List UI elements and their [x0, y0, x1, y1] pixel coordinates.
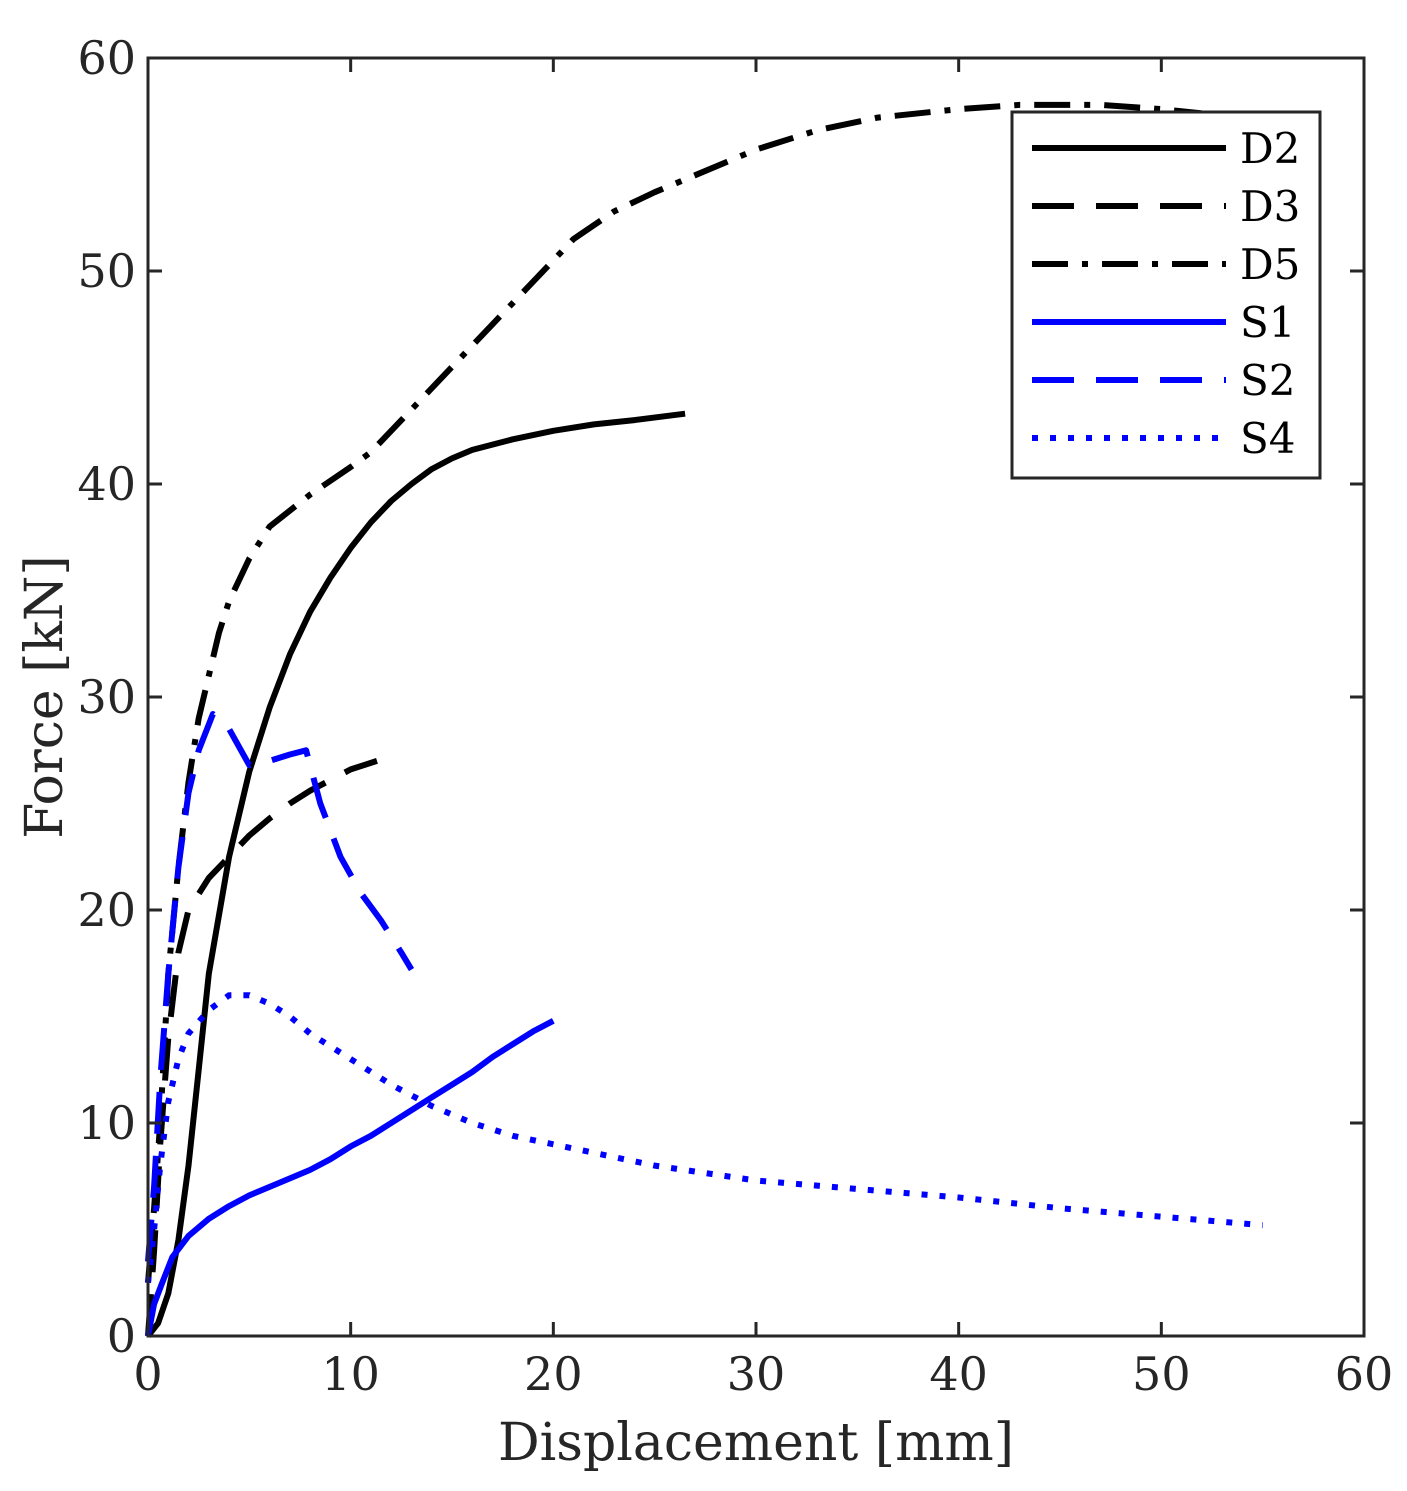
legend: D2 D3 D5 S1 S2 S4: [1010, 110, 1322, 480]
series-line-s4: [145, 992, 1263, 1284]
series-line-s2: [145, 711, 415, 1262]
axis-ticks: [146, 56, 1366, 1338]
series-line-d2: [145, 410, 686, 1338]
y-tick-label: 0: [107, 1309, 136, 1363]
legend-item-s4: S4: [1032, 414, 1296, 463]
legend-item-s2: S2: [1032, 356, 1296, 405]
legend-item-d2: D2: [1032, 124, 1300, 173]
x-tick-label: 0: [133, 1347, 162, 1401]
legend-box: [1010, 110, 1322, 480]
x-tick-label: 50: [1132, 1347, 1191, 1401]
x-tick-label: 10: [321, 1347, 380, 1401]
series-line-s1: [145, 1018, 555, 1337]
y-tick-label: 60: [77, 31, 136, 85]
x-tick-label: 30: [727, 1347, 786, 1401]
series-layer: [145, 101, 1263, 1338]
legend-item-d5: D5: [1032, 240, 1300, 289]
y-tick-label: 50: [77, 244, 136, 298]
x-tick-label: 40: [929, 1347, 988, 1401]
legend-item-s1: S1: [1032, 298, 1296, 347]
x-tick-label: 60: [1335, 1347, 1394, 1401]
y-tick-labels: 0 10 20 30 40 50 60: [77, 31, 136, 1363]
x-axis-label: Displacement [mm]: [498, 1413, 1014, 1473]
legend-label: D2: [1240, 124, 1300, 173]
legend-label: S2: [1240, 356, 1296, 405]
legend-label: D3: [1240, 182, 1300, 231]
y-tick-label: 30: [77, 670, 136, 724]
x-tick-label: 20: [524, 1347, 583, 1401]
x-tick-labels: 0 10 20 30 40 50 60: [133, 1347, 1393, 1401]
y-tick-label: 10: [77, 1096, 136, 1150]
legend-label: D5: [1240, 240, 1300, 289]
y-tick-label: 40: [77, 457, 136, 511]
y-tick-label: 20: [77, 883, 136, 937]
legend-item-d3: D3: [1032, 182, 1300, 231]
legend-label: S1: [1240, 298, 1296, 347]
legend-items: D2 D3 D5 S1 S2 S4: [1032, 124, 1300, 463]
legend-label: S4: [1240, 414, 1296, 463]
y-axis-label: Force [kN]: [15, 555, 75, 838]
